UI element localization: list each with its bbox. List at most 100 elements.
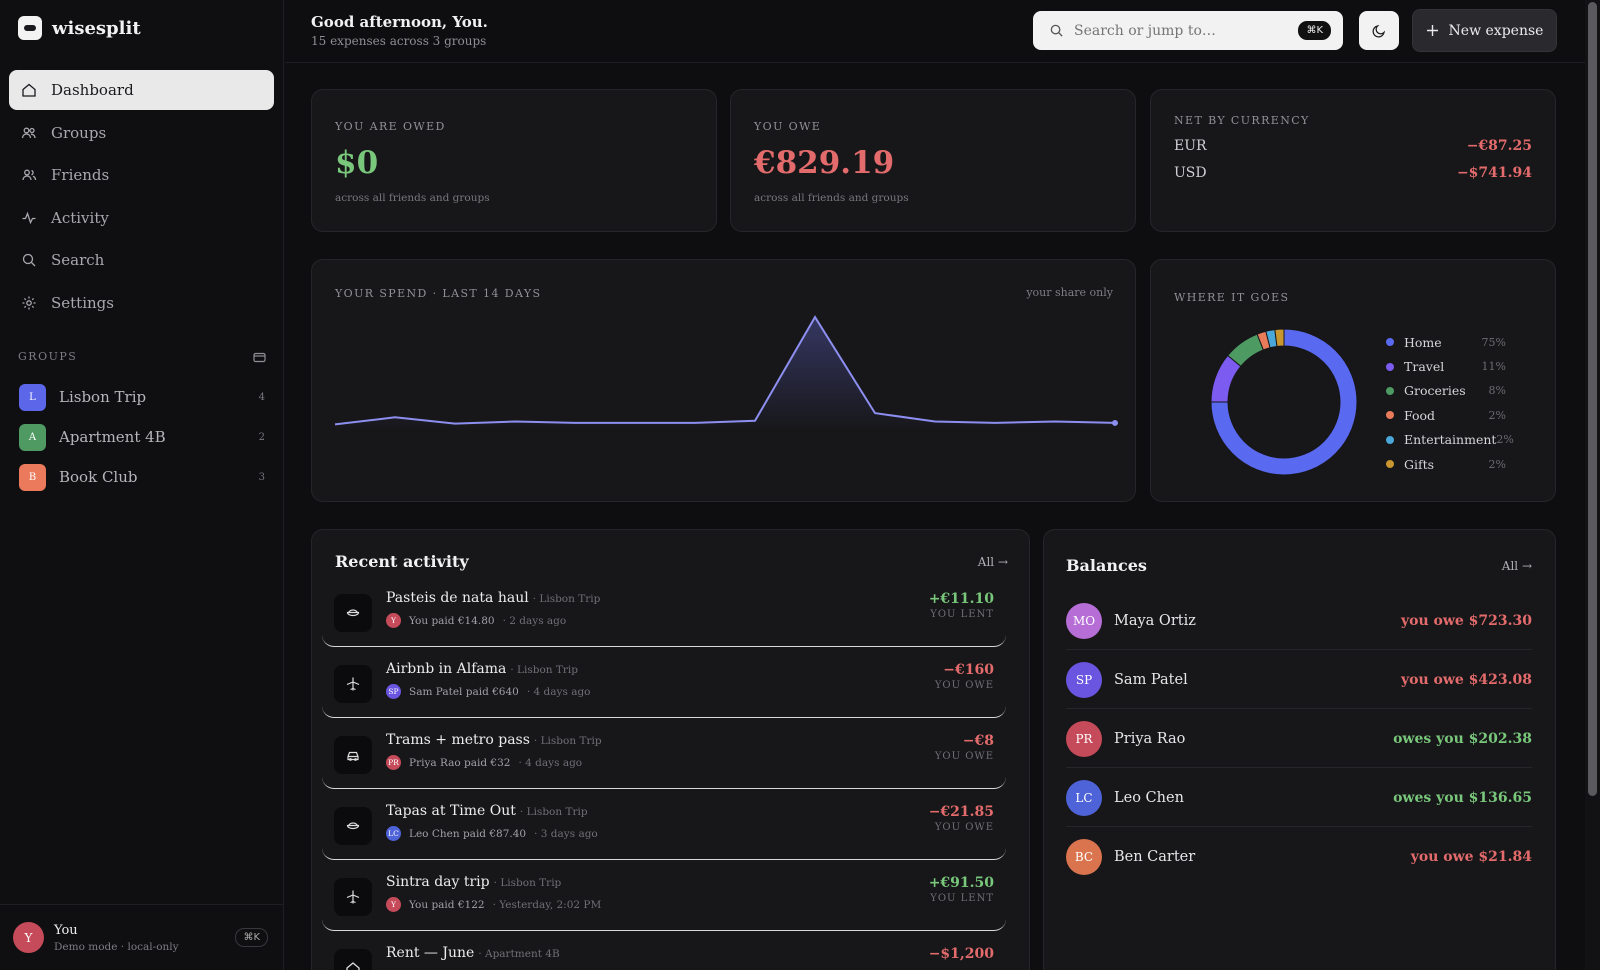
group-count: 3 [258, 471, 265, 483]
avatar: PR [386, 755, 401, 770]
sidebar-item-friends[interactable]: Friends [9, 155, 274, 195]
owed-amount: $0 [335, 145, 379, 181]
friend-name: Sam Patel [1114, 671, 1188, 688]
legend-swatch [1386, 411, 1394, 420]
legend-item: Home 75% [1386, 330, 1506, 354]
new-expense-button[interactable]: New expense [1412, 9, 1557, 52]
where-it-goes-card: WHERE IT GOES Home 75% Travel 11% Grocerie… [1150, 259, 1556, 502]
expense-amount: −€8 YOU OWE [934, 733, 994, 762]
currency-row: EUR −€87.25 [1174, 138, 1532, 154]
sidebar-item-groups[interactable]: Groups [9, 113, 274, 153]
category-donut-chart [1210, 328, 1358, 476]
legend-percent: 11% [1481, 360, 1506, 374]
legend-item: Groceries 8% [1386, 379, 1506, 403]
currency-code: EUR [1174, 138, 1207, 154]
page-title: Good afternoon, You. [311, 13, 488, 31]
avatar: Y [386, 613, 401, 628]
sidebar-item-label: Settings [51, 293, 114, 312]
expense-group: · Apartment 4B [478, 948, 560, 960]
spend-area [335, 317, 1115, 430]
user-mode: Demo mode · local-only [54, 940, 179, 953]
friend-name: Ben Carter [1114, 849, 1196, 865]
sidebar-group-apartment-4b[interactable]: A Apartment 4B 2 [19, 417, 265, 457]
donut-slice-gifts [1274, 328, 1285, 348]
sidebar-item-search[interactable]: Search [9, 240, 274, 280]
balance-row[interactable]: SP Sam Patel you owe $423.08 [1066, 651, 1532, 709]
payer-text: You paid €14.80 [409, 614, 495, 627]
sidebar-item-settings[interactable]: Settings [9, 283, 274, 323]
expense-group: · Lisbon Trip [510, 664, 578, 676]
expense-title: Sintra day trip · Lisbon Trip [386, 874, 562, 890]
sidebar-group-lisbon-trip[interactable]: L Lisbon Trip 4 [19, 377, 265, 417]
scrollbar-thumb[interactable] [1588, 2, 1597, 796]
legend-item: Travel 11% [1386, 354, 1506, 378]
card-caption: across all friends and groups [335, 192, 490, 204]
activity-row[interactable]: Trams + metro pass · Lisbon Trip PR Priya … [322, 725, 1006, 789]
balances-all-link[interactable]: All → [1501, 558, 1532, 573]
new-group-icon[interactable] [253, 351, 266, 363]
theme-toggle-button[interactable] [1359, 11, 1399, 50]
balance-row[interactable]: BC Ben Carter you owe $21.84 [1066, 828, 1532, 886]
expense-title: Airbnb in Alfama · Lisbon Trip [386, 661, 578, 677]
activity-row[interactable]: Pasteis de nata haul · Lisbon Trip Y You p… [322, 583, 1006, 647]
expense-meta: Y You paid €14.80 · 2 days ago [386, 613, 566, 628]
friend-name: Priya Rao [1114, 730, 1186, 747]
search-box[interactable]: ⌘K [1033, 11, 1343, 50]
group-avatar: A [19, 423, 46, 451]
sidebar-item-activity[interactable]: Activity [9, 198, 274, 238]
expense-amount: −€21.85 YOU OWE [928, 804, 994, 833]
legend-percent: 75% [1481, 335, 1506, 349]
command-shortcut-badge[interactable]: ⌘K [235, 928, 268, 947]
expense-amount: −$1,200 [928, 946, 994, 962]
owe-amount: €829.19 [754, 145, 895, 181]
balances-header: Balances All → [1066, 556, 1532, 575]
avatar: Y [13, 922, 44, 953]
activity-row[interactable]: Airbnb in Alfama · Lisbon Trip SP Sam Pate… [322, 654, 1006, 718]
legend-label: Travel [1404, 359, 1445, 375]
avatar: Y [386, 897, 401, 912]
sidebar-group-book-club[interactable]: B Book Club 3 [19, 457, 265, 497]
group-count: 2 [258, 431, 265, 443]
groups-heading-label: GROUPS [18, 350, 78, 363]
chart-title: YOUR SPEND · LAST 14 DAYS [335, 287, 542, 300]
expense-amount: +€91.50 YOU LENT [928, 875, 994, 904]
friend-name: Maya Ortiz [1114, 612, 1196, 629]
sidebar-item-label: Activity [51, 208, 109, 227]
page-scrollbar[interactable] [1585, 0, 1600, 970]
home-icon [22, 83, 36, 97]
balance-row[interactable]: PR Priya Rao owes you $202.38 [1066, 710, 1532, 768]
group-name: Lisbon Trip [59, 388, 147, 406]
brand[interactable]: wisesplit [18, 16, 141, 40]
balance-amount: you owe $21.84 [1410, 849, 1532, 865]
avatar: LC [1066, 779, 1102, 816]
sidebar-item-dashboard[interactable]: Dashboard [9, 70, 274, 110]
currency-net: −€87.25 [1466, 138, 1532, 154]
currency-net: −$741.94 [1456, 165, 1532, 181]
sidebar-item-label: Friends [51, 166, 110, 184]
user-profile[interactable]: Y You Demo mode · local-only ⌘K [0, 904, 284, 970]
friends-icon [22, 169, 37, 181]
activity-all-link[interactable]: All → [977, 554, 1008, 569]
expense-meta: SP Sam Patel paid €640 · 4 days ago [386, 684, 591, 699]
group-count: 4 [258, 391, 265, 403]
sidebar-item-label: Dashboard [51, 81, 134, 99]
balance-row[interactable]: MO Maya Ortiz you owe $723.30 [1066, 592, 1532, 650]
legend-percent: 8% [1488, 384, 1506, 398]
expense-group: · Lisbon Trip [532, 593, 601, 605]
balances-card: Balances All → MO Maya Ortiz you owe $72… [1043, 529, 1556, 970]
search-input[interactable] [1074, 22, 1284, 39]
activity-row[interactable]: Tapas at Time Out · Lisbon Trip LC Leo Che… [322, 796, 1006, 860]
balance-row[interactable]: LC Leo Chen owes you $136.65 [1066, 769, 1532, 827]
activity-row[interactable]: Sintra day trip · Lisbon Trip Y You paid €… [322, 867, 1006, 931]
activity-row[interactable]: Rent — June · Apartment 4B −$1,200 [322, 938, 1006, 970]
timestamp: · 4 days ago [518, 756, 583, 769]
avatar: MO [1066, 602, 1102, 639]
balance-amount: owes you $136.65 [1393, 789, 1532, 806]
greeting: Good afternoon, You. 15 expenses across … [311, 13, 488, 48]
balance-amount: owes you $202.38 [1393, 730, 1532, 747]
spend-chart-card: YOUR SPEND · LAST 14 DAYS your share onl… [311, 259, 1136, 502]
balance-amount: you owe $423.08 [1400, 671, 1532, 688]
plus-icon [1426, 25, 1438, 36]
legend-percent: 2% [1496, 433, 1514, 447]
user-name: You [54, 922, 78, 938]
